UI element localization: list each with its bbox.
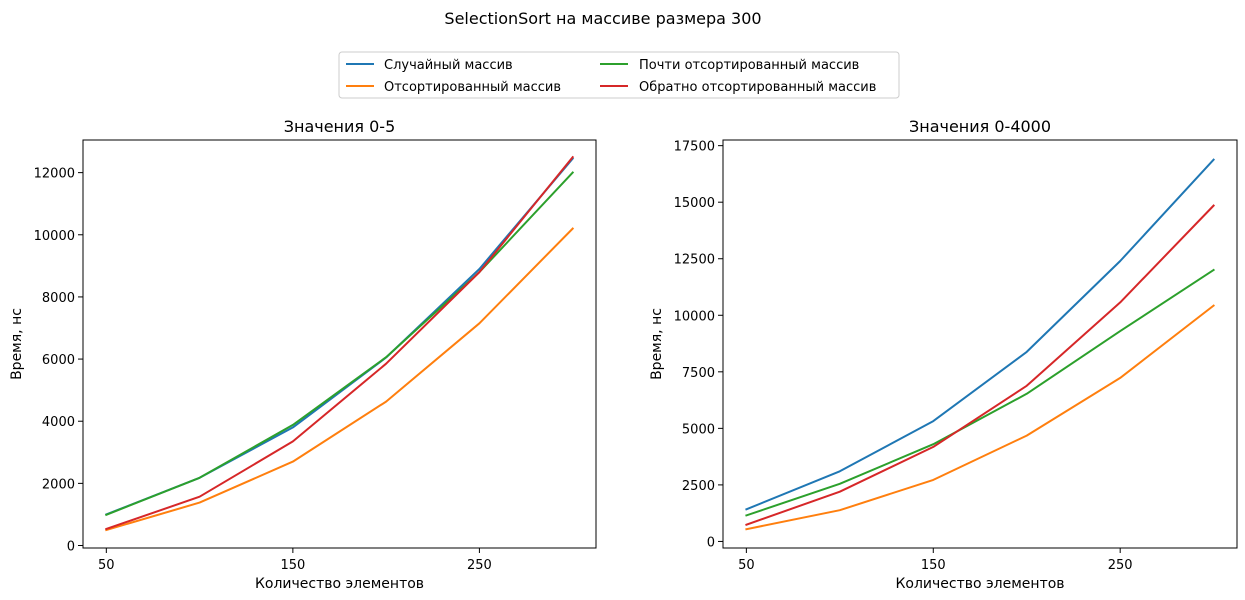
y-tick-label: 12000	[34, 167, 75, 182]
y-tick-label: 17500	[674, 140, 715, 155]
figure-title: SelectionSort на массиве размера 300	[444, 9, 761, 28]
y-tick-label: 15000	[674, 196, 715, 211]
axes-frame	[82, 139, 597, 549]
x-tick-label: 150	[280, 558, 305, 573]
y-tick-label: 5000	[682, 422, 715, 437]
x-axis-label: Количество элементов	[255, 576, 424, 592]
x-axis-label: Количество элементов	[895, 576, 1064, 592]
y-tick-label: 7500	[682, 366, 715, 381]
x-tick-label: 50	[738, 558, 755, 573]
y-axis-label: Время, нс	[649, 308, 665, 380]
y-tick-label: 10000	[674, 309, 715, 324]
series-line-0	[105, 157, 575, 516]
legend-entry: Почти отсортированный массив	[639, 58, 859, 73]
x-tick-label: 250	[467, 558, 492, 573]
left-chart: Значения 0-5 50 150 250 0 2000 4000 6000 8000 100…	[9, 117, 597, 592]
series-line-3	[745, 204, 1216, 526]
series-line-2	[745, 268, 1215, 517]
y-axis-label: Время, нс	[9, 308, 25, 380]
series-line-2	[105, 171, 575, 517]
legend-entry: Случайный массив	[384, 58, 513, 73]
x-tick-label: 250	[1108, 558, 1133, 573]
y-tick-label: 8000	[42, 291, 75, 306]
y-tick-label: 6000	[42, 353, 75, 368]
legend-entry: Отсортированный массив	[384, 80, 561, 95]
x-tick-label: 50	[98, 558, 115, 573]
legend-frame	[338, 51, 900, 99]
series-line-0	[745, 158, 1216, 511]
axes-frame	[722, 139, 1238, 549]
legend-entry: Обратно отсортированный массив	[639, 80, 876, 95]
y-tick-label: 12500	[674, 253, 715, 268]
y-tick-label: 4000	[42, 415, 75, 430]
y-tick-label: 0	[67, 540, 75, 555]
series-line-1	[745, 304, 1216, 531]
y-tick-label: 0	[707, 535, 715, 550]
y-tick-label: 2000	[42, 477, 75, 492]
chart-title: Значения 0-5	[284, 117, 396, 136]
chart-title: Значения 0-4000	[909, 117, 1051, 136]
y-tick-label: 2500	[682, 479, 715, 494]
legend: Случайный массив Отсортированный массив По…	[338, 51, 900, 99]
series-line-3	[105, 155, 575, 531]
y-tick-label: 10000	[34, 229, 75, 244]
series-line-1	[105, 227, 575, 532]
x-tick-label: 150	[921, 558, 946, 573]
